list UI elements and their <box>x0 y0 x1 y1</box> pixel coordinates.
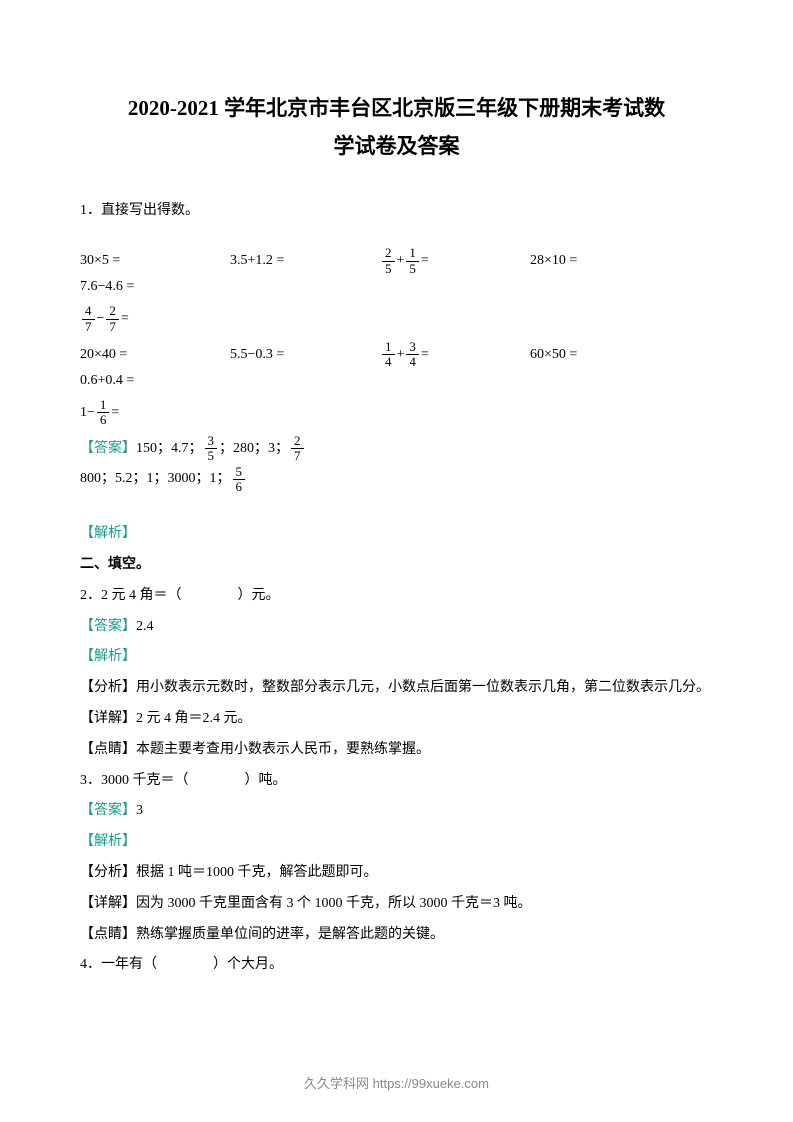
analysis-label: 【解析】 <box>80 642 713 673</box>
frac: 35 <box>205 434 218 464</box>
page-title-line1: 2020-2021 学年北京市丰台区北京版三年级下册期末考试数 <box>80 90 713 128</box>
answer-text: ；280；3； <box>219 434 289 465</box>
answer-value: 3 <box>136 803 143 818</box>
page-title-line2: 学试卷及答案 <box>80 128 713 166</box>
q3-detail: 【详解】因为 3000 千克里面含有 3 个 1000 千克，所以 3000 千… <box>80 889 713 920</box>
answer-text: 800；5.2；1；3000；1； <box>80 464 231 495</box>
q1-r1-e: 7.6−4.6 = <box>80 276 134 298</box>
q1-r2-a: 20×40 = <box>80 344 200 366</box>
q1-r2-e: 0.6+0.4 = <box>80 370 134 392</box>
frac: 27 <box>106 304 119 334</box>
answer-label: 【答案】 <box>80 619 136 634</box>
q1-r1-a: 30×5 = <box>80 250 200 272</box>
q4-prompt: 4．一年有（ ）个大月。 <box>80 950 713 981</box>
frac: 25 <box>382 246 395 276</box>
q1-r2-d: 60×50 = <box>530 344 650 366</box>
frac: 56 <box>233 465 246 495</box>
q1-row2: 20×40 = 5.5−0.3 = 14 + 34 = 60×50 = 0.6+… <box>80 340 713 392</box>
q1-r1-b: 3.5+1.2 = <box>230 250 350 272</box>
answer-label: 【答案】 <box>80 803 136 818</box>
frac: 16 <box>97 398 110 428</box>
q1-r2-c: 14 + 34 = <box>380 340 500 370</box>
q1-row1b: 47 − 27 = <box>80 304 713 334</box>
analysis-label: 【解析】 <box>80 519 713 550</box>
q1-prompt: 1．直接写出得数。 <box>80 196 713 227</box>
q2-prompt: 2．2 元 4 角＝（ ）元。 <box>80 581 713 612</box>
q3-prompt: 3．3000 千克＝（ ）吨。 <box>80 766 713 797</box>
q1-r2-b: 5.5−0.3 = <box>230 344 350 366</box>
q3-dianqing: 【点睛】熟练掌握质量单位间的进率，是解答此题的关键。 <box>80 920 713 951</box>
page-footer: 久久学科网 https://99xueke.com <box>0 1073 793 1092</box>
q1-answer-line1: 【答案】 150；4.7； 35 ；280；3； 27 <box>80 434 713 465</box>
q1-row2b: 1− 16 = <box>80 398 713 428</box>
frac: 15 <box>406 246 419 276</box>
answer-value: 2.4 <box>136 619 154 634</box>
analysis-label: 【解析】 <box>80 827 713 858</box>
q3-analysis: 【分析】根据 1 吨＝1000 千克，解答此题即可。 <box>80 858 713 889</box>
q2-analysis: 【分析】用小数表示元数时，整数部分表示几元，小数点后面第一位数表示几角，第二位数… <box>80 673 713 704</box>
answer-label: 【答案】 <box>80 434 136 465</box>
frac: 14 <box>382 340 395 370</box>
q1-r1-c: 25 + 15 = <box>380 246 500 276</box>
q1-answer-line2: 800；5.2；1；3000；1； 56 <box>80 464 713 495</box>
frac: 27 <box>291 434 304 464</box>
frac: 34 <box>406 340 419 370</box>
answer-text: 150；4.7； <box>136 434 203 465</box>
q1-r1-d: 28×10 = <box>530 250 650 272</box>
q2-answer: 【答案】2.4 <box>80 612 713 643</box>
q1-row1: 30×5 = 3.5+1.2 = 25 + 15 = 28×10 = 7.6−4… <box>80 246 713 298</box>
q2-dianqing: 【点睛】本题主要考查用小数表示人民币，要熟练掌握。 <box>80 735 713 766</box>
q2-detail: 【详解】2 元 4 角＝2.4 元。 <box>80 704 713 735</box>
frac: 47 <box>82 304 95 334</box>
q1-r2b-a: 1− 16 = <box>80 398 119 428</box>
q3-answer: 【答案】3 <box>80 796 713 827</box>
q1-r1b-a: 47 − 27 = <box>80 304 129 334</box>
section2-title: 二、填空。 <box>80 550 713 581</box>
